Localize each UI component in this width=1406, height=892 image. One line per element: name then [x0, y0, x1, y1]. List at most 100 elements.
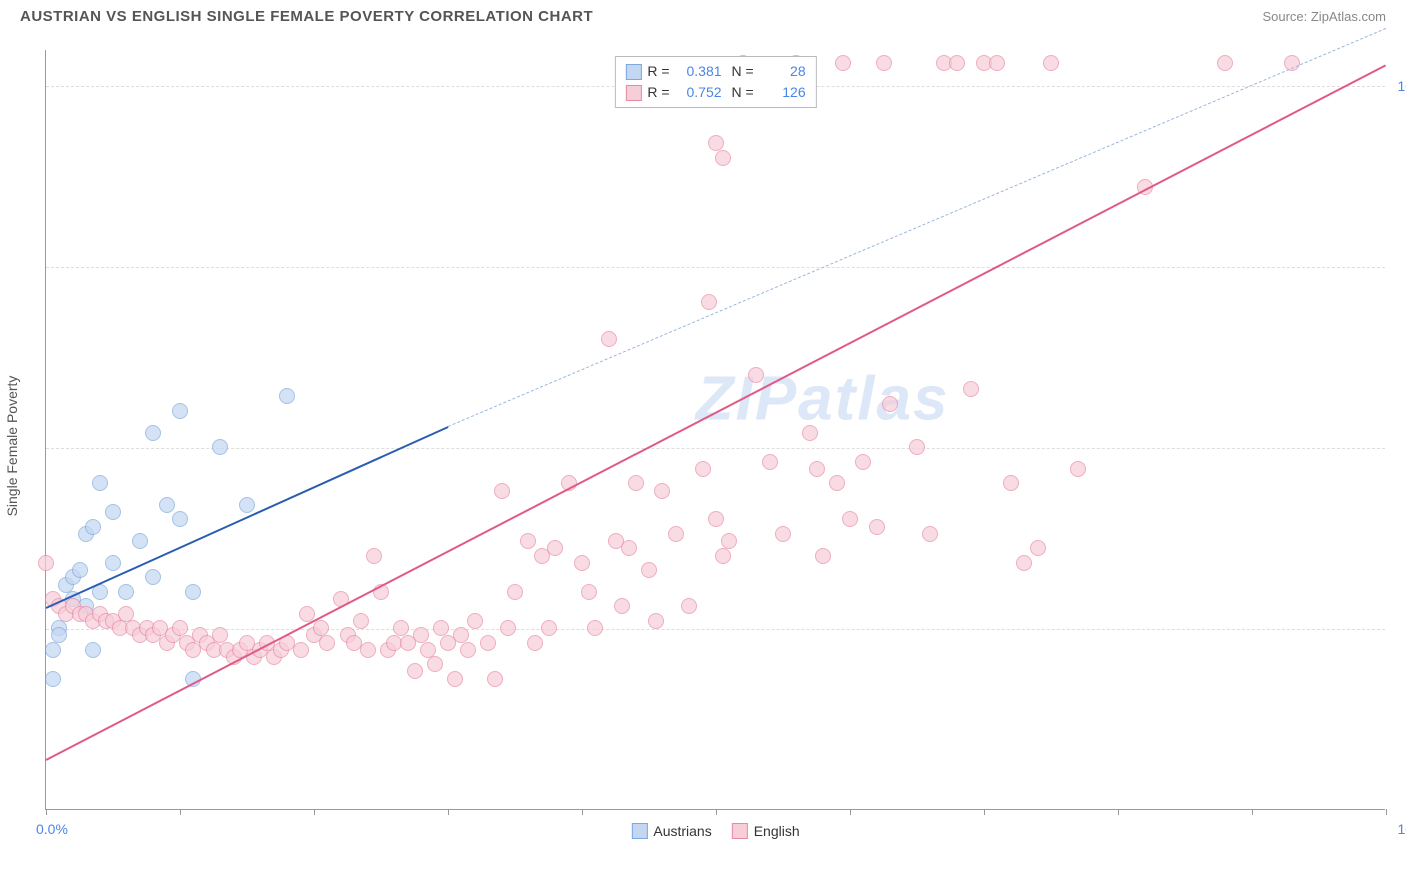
trend-line [46, 65, 1387, 762]
gridline [46, 267, 1385, 268]
scatter-point [494, 483, 510, 499]
series-legend: Austrians English [631, 823, 799, 839]
scatter-point [118, 584, 134, 600]
legend-swatch [631, 823, 647, 839]
scatter-point [51, 627, 67, 643]
scatter-point [802, 425, 818, 441]
scatter-point [989, 55, 1005, 71]
scatter-point [949, 55, 965, 71]
stat-n-value: 126 [760, 82, 806, 103]
scatter-point [641, 562, 657, 578]
scatter-point [85, 519, 101, 535]
scatter-point [1016, 555, 1032, 571]
scatter-point [279, 388, 295, 404]
scatter-point [407, 663, 423, 679]
scatter-point [185, 584, 201, 600]
scatter-point [105, 504, 121, 520]
scatter-point [681, 598, 697, 614]
y-axis-label: Single Female Poverty [4, 376, 20, 517]
scatter-point [45, 642, 61, 658]
scatter-point [869, 519, 885, 535]
stats-row: R =0.381 N =28 [625, 61, 805, 82]
scatter-point [547, 540, 563, 556]
scatter-point [500, 620, 516, 636]
scatter-point [922, 526, 938, 542]
x-tick [582, 809, 583, 815]
scatter-point [1217, 55, 1233, 71]
stat-n-label: N = [728, 61, 754, 82]
scatter-point [360, 642, 376, 658]
x-tick [984, 809, 985, 815]
scatter-point [159, 497, 175, 513]
scatter-point [527, 635, 543, 651]
gridline [46, 629, 1385, 630]
stat-r-label: R = [647, 61, 669, 82]
scatter-point [105, 555, 121, 571]
scatter-point [882, 396, 898, 412]
x-tick [46, 809, 47, 815]
series-swatch [625, 64, 641, 80]
legend-label: English [754, 823, 800, 839]
legend-label: Austrians [653, 823, 711, 839]
scatter-point [748, 367, 764, 383]
scatter-point [319, 635, 335, 651]
scatter-point [668, 526, 684, 542]
scatter-point [601, 331, 617, 347]
scatter-point [72, 562, 88, 578]
scatter-point [427, 656, 443, 672]
x-tick-label: 100.0% [1398, 821, 1406, 837]
stat-r-label: R = [647, 82, 669, 103]
scatter-point [460, 642, 476, 658]
scatter-point [809, 461, 825, 477]
scatter-point [762, 454, 778, 470]
scatter-point [829, 475, 845, 491]
stat-n-value: 28 [760, 61, 806, 82]
stat-n-label: N = [728, 82, 754, 103]
scatter-point [648, 613, 664, 629]
series-swatch [625, 85, 641, 101]
legend-swatch [732, 823, 748, 839]
scatter-point [353, 613, 369, 629]
x-tick [716, 809, 717, 815]
scatter-point [38, 555, 54, 571]
x-tick [1252, 809, 1253, 815]
scatter-point [487, 671, 503, 687]
scatter-point [715, 548, 731, 564]
watermark-text: ZIPatlas [696, 364, 950, 435]
scatter-point [815, 548, 831, 564]
scatter-point [520, 533, 536, 549]
scatter-point [842, 511, 858, 527]
x-tick-label: 0.0% [36, 821, 68, 837]
scatter-point [172, 511, 188, 527]
scatter-point [92, 475, 108, 491]
legend-item: English [732, 823, 800, 839]
scatter-point [132, 533, 148, 549]
scatter-point [541, 620, 557, 636]
scatter-point [909, 439, 925, 455]
scatter-point [855, 454, 871, 470]
scatter-point [172, 403, 188, 419]
scatter-point [614, 598, 630, 614]
scatter-point [715, 150, 731, 166]
scatter-point [1030, 540, 1046, 556]
x-tick [1118, 809, 1119, 815]
scatter-point [467, 613, 483, 629]
scatter-point [85, 642, 101, 658]
scatter-point [45, 671, 61, 687]
source-attribution: Source: ZipAtlas.com [1262, 9, 1386, 24]
scatter-point [1043, 55, 1059, 71]
scatter-point [581, 584, 597, 600]
scatter-point [587, 620, 603, 636]
scatter-point [1070, 461, 1086, 477]
x-tick [180, 809, 181, 815]
scatter-point [835, 55, 851, 71]
scatter-point [701, 294, 717, 310]
y-tick-label: 100.0% [1398, 78, 1406, 94]
page-title: AUSTRIAN VS ENGLISH SINGLE FEMALE POVERT… [20, 8, 593, 25]
scatter-point [775, 526, 791, 542]
scatter-point [293, 642, 309, 658]
scatter-point [695, 461, 711, 477]
scatter-point [145, 569, 161, 585]
scatter-point [621, 540, 637, 556]
x-tick [314, 809, 315, 815]
